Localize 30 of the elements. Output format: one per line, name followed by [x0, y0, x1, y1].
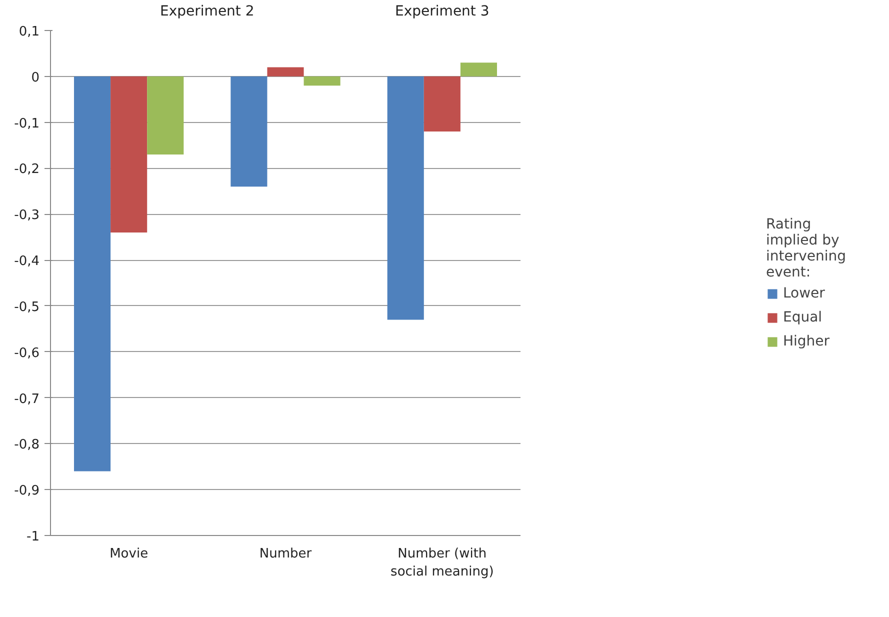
bar: [304, 76, 340, 86]
y-tick-label: -0,8: [14, 438, 40, 453]
y-tick-label: -0,4: [14, 254, 40, 270]
bar: [230, 76, 268, 187]
legend-label: Higher: [782, 333, 830, 349]
y-tick-label: -0,3: [14, 208, 40, 224]
bar: [460, 62, 497, 76]
y-tick-label: -0,5: [14, 300, 40, 315]
x-tick-label: Number: [259, 546, 312, 562]
legend-label: Lower: [782, 285, 825, 301]
y-tick-label: -1: [26, 530, 40, 544]
y-tick-label: -0,6: [14, 346, 40, 361]
bar: [424, 76, 460, 132]
legend-title: Rating implied by intervening event:: [766, 216, 846, 280]
x-tick-label: Movie: [110, 546, 148, 562]
x-tick-label: Number (with social meaning): [390, 546, 494, 580]
bar: [267, 67, 304, 76]
y-tick-label: -0,9: [14, 484, 40, 499]
legend-label: Equal: [782, 309, 822, 325]
bar: [387, 76, 424, 320]
text: Experiment 3: [395, 4, 490, 20]
y-tick-label: 0: [31, 70, 40, 86]
y-tick-label: 0,1: [18, 24, 40, 40]
y-tick-label: -0,7: [14, 392, 40, 407]
bar: [74, 76, 111, 472]
text: Experiment 2: [160, 4, 254, 20]
y-tick-label: -0,1: [14, 116, 40, 132]
y-tick-label: -0,2: [14, 162, 40, 178]
bar: [110, 76, 148, 232]
bar: [147, 76, 184, 154]
